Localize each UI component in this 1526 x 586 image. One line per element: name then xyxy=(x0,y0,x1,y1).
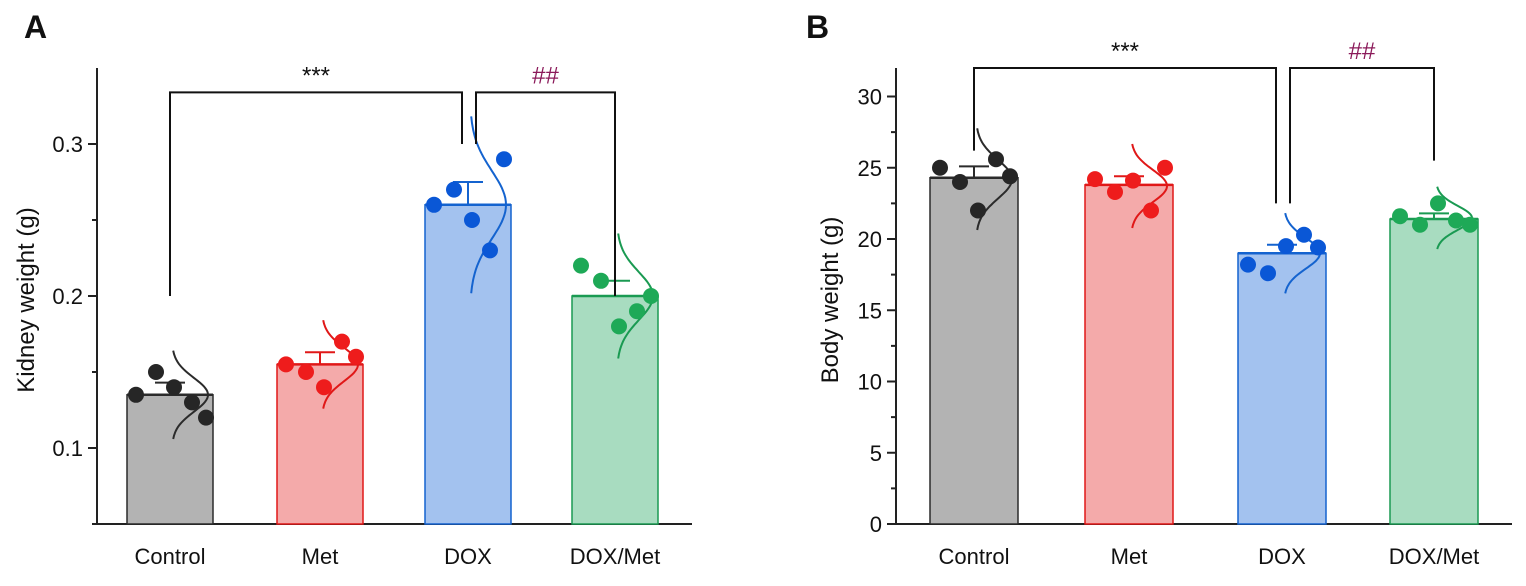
data-point xyxy=(482,242,498,259)
data-point xyxy=(278,356,294,373)
density-curve xyxy=(172,350,210,440)
panel-a: A Kidney weight (g) 0.1 0.2 0.3 Control Met D… xyxy=(13,9,692,569)
significance-label: ## xyxy=(532,62,559,89)
data-point xyxy=(166,379,182,396)
data-point xyxy=(629,303,645,320)
data-point xyxy=(1310,239,1326,256)
significance-label: *** xyxy=(1111,38,1139,65)
data-point xyxy=(1240,256,1256,273)
data-point xyxy=(952,174,968,190)
density-curve xyxy=(470,116,508,294)
data-point xyxy=(128,386,144,403)
data-point xyxy=(1430,195,1446,212)
data-point xyxy=(1260,265,1276,282)
significance-bracket xyxy=(1289,67,1435,204)
x-category-label: DOX/Met xyxy=(570,544,660,569)
bar-control xyxy=(929,176,1019,525)
bar-dox xyxy=(1237,252,1327,525)
data-point xyxy=(446,181,462,198)
significance-label: ## xyxy=(1349,38,1376,65)
data-point xyxy=(1125,172,1141,189)
x-category-label: Met xyxy=(302,544,339,569)
panel-b: B Body weight (g) 0 5 10 15 20 25 30 Control Met… xyxy=(806,9,1512,569)
data-point xyxy=(334,333,350,350)
data-point xyxy=(184,394,200,411)
data-point xyxy=(611,318,627,335)
y-tick-label: 15 xyxy=(858,298,882,323)
data-point xyxy=(1143,202,1159,219)
data-point xyxy=(198,409,214,426)
y-tick-label: 0 xyxy=(870,512,882,537)
significance-bracket xyxy=(475,91,616,296)
bar-dox-met xyxy=(1389,218,1479,525)
data-point xyxy=(1002,168,1018,185)
significance-bracket xyxy=(169,91,463,296)
y-tick-label: 25 xyxy=(858,156,882,181)
data-point xyxy=(1278,238,1294,255)
y-tick-label: 0.3 xyxy=(52,132,83,157)
data-point xyxy=(348,348,364,365)
y-tick-label: 10 xyxy=(858,370,882,395)
x-category-label: Met xyxy=(1111,544,1148,569)
x-category-label: Control xyxy=(939,544,1010,569)
y-tick-label: 0.2 xyxy=(52,284,83,309)
panel-label: B xyxy=(806,9,829,45)
plot-area: 0 5 10 15 20 25 30 Control Met DOX DOX/Met *** ## xyxy=(858,38,1512,569)
data-point xyxy=(1412,216,1428,233)
plot-area: 0.1 0.2 0.3 Control Met DOX DOX/Met *** ## xyxy=(52,62,692,569)
data-point xyxy=(573,257,589,274)
bar-dox-met xyxy=(571,295,659,525)
y-tick-label: 5 xyxy=(870,441,882,466)
x-category-label: DOX/Met xyxy=(1389,544,1479,569)
panel-label: A xyxy=(24,9,47,45)
data-point xyxy=(1448,212,1464,229)
data-point xyxy=(988,151,1004,168)
data-point xyxy=(496,151,512,168)
data-point xyxy=(970,202,986,219)
data-point xyxy=(643,288,659,304)
data-point xyxy=(1392,208,1408,225)
bar-met xyxy=(1084,184,1174,525)
y-axis-title: Body weight (g) xyxy=(817,217,844,384)
y-tick-label: 0.1 xyxy=(52,436,83,461)
data-point xyxy=(464,212,480,228)
significance-bracket xyxy=(973,67,1277,204)
data-point xyxy=(1157,159,1173,176)
x-category-label: DOX xyxy=(1258,544,1306,569)
density-curve xyxy=(1131,143,1169,229)
data-point xyxy=(1462,216,1478,233)
y-axis-title: Kidney weight (g) xyxy=(13,207,40,392)
x-category-label: Control xyxy=(135,544,206,569)
data-point xyxy=(1107,183,1123,200)
data-point xyxy=(593,272,609,289)
y-tick-label: 20 xyxy=(858,227,882,252)
data-point xyxy=(148,364,164,380)
data-point xyxy=(932,159,948,176)
data-point xyxy=(1296,226,1312,243)
bar-dox xyxy=(424,204,512,525)
data-point xyxy=(1087,171,1103,188)
data-point xyxy=(316,379,332,396)
x-category-label: DOX xyxy=(444,544,492,569)
data-point xyxy=(298,364,314,380)
y-tick-label: 30 xyxy=(858,85,882,110)
significance-label: *** xyxy=(302,62,330,89)
data-point xyxy=(426,196,442,213)
